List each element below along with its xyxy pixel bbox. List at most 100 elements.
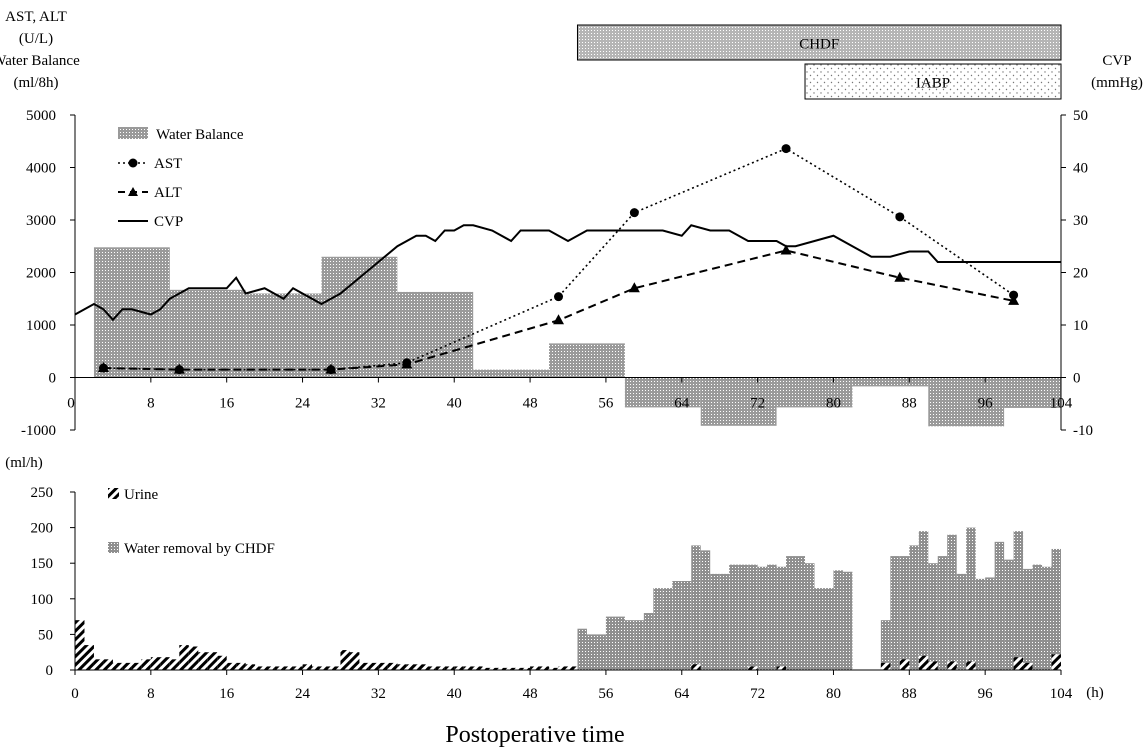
bottom-x-tick-label: 48 [523,686,538,702]
legend-swatch-water-balance [118,127,148,139]
bottom-y-tick-label: 200 [31,521,54,537]
urine-bar [776,666,787,670]
urine-bar [473,666,483,670]
chdf-bar [890,556,900,670]
urine-bar [454,666,464,670]
therapy-bar-label: CHDF [799,37,839,53]
chdf-bar [1042,566,1052,670]
bottom-y-tick-label: 50 [38,627,53,643]
chdf-bar [975,578,986,670]
urine-bar [160,657,170,670]
urine-bar [1023,662,1033,670]
therapy-bar-chdf [576,24,1062,61]
water-balance-bar [624,377,701,408]
urine-bar [899,659,910,670]
urine-bar [558,666,568,670]
urine-bar [198,652,208,670]
left-tick-label: 3000 [26,213,56,229]
right-axis-title-line: (mmHg) [1091,75,1143,91]
ast-marker [98,363,108,373]
water-balance-bar [321,256,398,378]
x-tick-label: 32 [371,396,386,412]
chdf-bar [653,588,663,670]
alt-marker [1008,294,1020,305]
water-balance-bar [700,377,777,426]
chdf-bar [672,581,682,670]
ast-line [103,147,1015,371]
x-unit-label: (h) [1086,685,1104,701]
urine-bar [444,666,455,670]
bottom-x-tick-label: 32 [371,686,386,702]
right-tick-label: 30 [1073,213,1088,229]
urine-bar [387,662,398,670]
bottom-x-tick-label: 24 [295,686,311,702]
left-axis-title: AST, ALT (U/L) Water Balance (ml/8h) [0,9,80,91]
chdf-bar [577,628,587,670]
right-tick-label: 10 [1073,318,1088,334]
urine-bar [463,666,474,670]
bottom-y-tick-label: 0 [46,663,54,679]
x-tick-label: 16 [219,396,235,412]
left-axis-title-line: Water Balance [0,53,80,69]
bottom-x-tick-label: 72 [750,686,765,702]
ast-marker [554,292,564,302]
legend-marker-ast [128,158,138,168]
water-balance-bars [93,247,1061,427]
left-axis-title-line: AST, ALT [5,9,67,25]
chdf-bar [624,620,635,670]
bottom-x-tick-label: 40 [447,686,462,702]
urine-bar [416,664,426,670]
bottom-y-tick-label: 150 [31,556,54,572]
urine-bar [918,655,929,670]
legend-label-alt: ALT [154,185,182,201]
urine-bar [131,662,142,670]
alt-marker [780,244,792,255]
chdf-bar [596,634,606,670]
chdf-bar [615,616,625,670]
urine-bar [397,664,407,670]
left-tick-label: 1000 [26,318,56,334]
bottom-x-tick-label: 80 [826,686,841,702]
chdf-bar [634,620,644,670]
water-balance-bar [1004,377,1061,408]
chdf-bar [899,556,910,670]
chdf-bar [662,588,673,670]
urine-bar [349,652,360,670]
urine-bar [530,666,540,670]
urine-bar [492,667,502,670]
urine-bar [321,666,331,670]
urine-bar [539,666,550,670]
chdf-bar [605,616,616,670]
urine-bar [93,659,104,670]
bottom-x-tick-label: 104 [1050,686,1073,702]
bottom-legend: Urine Water removal by CHDF [108,487,275,557]
chdf-bar [985,577,995,670]
chdf-bar [1004,559,1014,670]
urine-bar [568,666,578,670]
urine-bar [691,664,701,670]
urine-bar [501,667,512,670]
urine-bar [217,655,227,670]
left-axis-title-line: (ml/8h) [14,75,59,91]
urine-bar [207,652,218,670]
bottom-x-tick-label: 56 [598,686,614,702]
urine-bar [511,667,521,670]
chdf-bar [1032,564,1043,670]
urine-bar [928,661,938,670]
chdf-bar [1023,568,1033,670]
ast-marker [781,144,791,154]
alt-marker [553,314,565,325]
top-chart: AST, ALT (U/L) Water Balance (ml/8h) CVP… [0,9,1143,439]
chdf-bar [966,527,976,670]
urine-bar [340,650,350,670]
chdf-bar [909,545,919,670]
urine-bar [188,646,199,670]
ast-marker [629,208,639,218]
chdf-bar [805,563,815,670]
chdf-bar [880,620,891,670]
bottom-chart: (ml/h) 0 50 100 150 200 250 0 8 16 24 32 40 48 56 64 72… [5,455,1104,748]
bottom-y-tick-label: 250 [31,485,54,501]
legend-label-ast: AST [154,156,182,172]
ast-marker [326,365,336,375]
water-balance-bar [473,369,550,378]
